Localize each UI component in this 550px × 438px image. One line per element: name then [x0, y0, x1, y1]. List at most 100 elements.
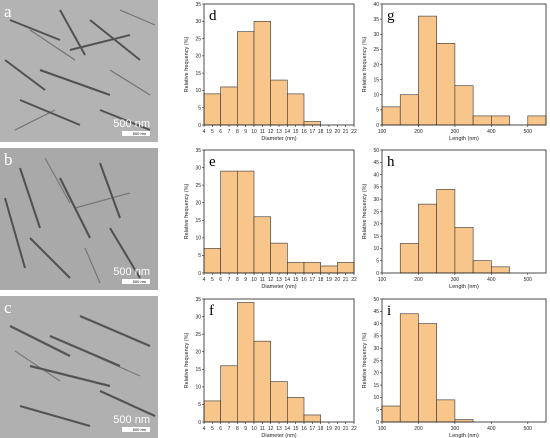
histogram-bar — [203, 93, 221, 126]
scale-bar-label-b: 500 nm — [113, 266, 150, 278]
y-tick-label: 50 — [373, 148, 379, 154]
y-tick-label: 50 — [373, 297, 379, 303]
x-tick-label: 300 — [451, 129, 460, 135]
y-axis-title: Relative frequency (%) — [362, 184, 368, 240]
histogram-bar — [237, 302, 255, 423]
x-tick-label: 500 — [524, 129, 533, 135]
y-tick-label: 20 — [195, 54, 201, 60]
chart-g: 100 200 300 400 500 0 5 10 15 20 25 30 35 40 Length (n… — [362, 2, 547, 142]
chart-letter-e: e — [209, 154, 216, 170]
y-tick-label: 0 — [376, 123, 379, 129]
scale-bar-label-a: 500 nm — [113, 118, 150, 130]
tem-letter-b: b — [4, 150, 13, 169]
x-tick-label: 9 — [244, 277, 247, 283]
histogram-bar — [287, 93, 305, 126]
x-tick-label: 18 — [318, 277, 324, 283]
histogram-bar — [381, 106, 401, 126]
x-tick-label: 12 — [268, 129, 274, 135]
x-tick-label: 17 — [310, 129, 316, 135]
histogram-bar — [399, 243, 419, 274]
y-tick-label: 20 — [373, 62, 379, 68]
x-tick-label: 13 — [276, 129, 282, 135]
chart-letter-i: i — [387, 303, 391, 319]
x-tick-label: 22 — [351, 426, 357, 432]
x-axis-title: Diameter (nm) — [261, 136, 296, 142]
y-tick-label: 20 — [195, 201, 201, 207]
histogram-bar — [303, 414, 321, 423]
x-tick-label: 13 — [276, 426, 282, 432]
y-tick-label: 10 — [373, 246, 379, 252]
histogram-bar — [237, 170, 255, 274]
x-tick-label: 8 — [236, 426, 239, 432]
x-tick-label: 11 — [260, 277, 265, 283]
y-tick-label: 30 — [195, 314, 201, 320]
x-tick-label: 21 — [343, 129, 349, 135]
x-tick-label: 10 — [251, 277, 257, 283]
x-tick-label: 17 — [310, 277, 316, 283]
chart-letter-f: f — [209, 303, 214, 319]
x-tick-label: 15 — [293, 426, 299, 432]
y-tick-label: 5 — [198, 402, 201, 408]
histogram-bar — [418, 203, 437, 274]
x-tick-label: 17 — [310, 426, 316, 432]
tem-letter-c: c — [4, 298, 12, 317]
y-tick-label: 30 — [373, 197, 379, 203]
chart-letter-g: g — [387, 8, 395, 24]
x-tick-label: 11 — [260, 129, 265, 135]
y-axis-title: Relative frequency (%) — [184, 37, 190, 93]
scale-bar-small-label-b: 500 nm — [132, 279, 146, 284]
x-tick-label: 12 — [268, 426, 274, 432]
y-tick-label: 35 — [195, 2, 201, 8]
y-tick-label: 0 — [376, 420, 379, 426]
x-tick-label: 300 — [451, 277, 460, 283]
y-tick-label: 30 — [373, 346, 379, 352]
histogram-bar — [287, 262, 305, 274]
x-tick-label: 19 — [326, 129, 332, 135]
y-tick-label: 40 — [373, 321, 379, 327]
x-axis-title: Length (nm) — [449, 284, 479, 290]
x-tick-label: 400 — [487, 277, 496, 283]
x-tick-label: 400 — [487, 129, 496, 135]
y-tick-label: 30 — [195, 19, 201, 25]
y-tick-label: 5 — [376, 259, 379, 265]
chart-letter-h: h — [387, 154, 395, 170]
x-tick-label: 8 — [236, 277, 239, 283]
histogram-bar — [220, 365, 238, 423]
histogram-bar — [253, 216, 271, 274]
y-axis-title: Relative frequency (%) — [362, 37, 368, 93]
histogram-bar — [436, 189, 456, 274]
x-tick-label: 21 — [343, 426, 349, 432]
x-tick-label: 5 — [211, 426, 214, 432]
histogram-bar — [220, 86, 238, 126]
x-tick-label: 14 — [285, 426, 291, 432]
x-tick-label: 200 — [414, 426, 423, 432]
chart-f: 4 5 6 7 8 9 10 11 12 13 14 15 16 17 18 19 20 21 2205101520… — [184, 297, 357, 438]
histogram-bar — [253, 340, 271, 423]
histogram-bar — [527, 115, 547, 126]
scale-bar-b — [122, 279, 150, 284]
x-tick-label: 5 — [211, 277, 214, 283]
x-tick-label: 14 — [285, 129, 291, 135]
x-tick-label: 19 — [326, 426, 332, 432]
y-tick-label: 10 — [373, 395, 379, 401]
x-tick-label: 400 — [487, 426, 496, 432]
histogram-bar — [220, 170, 238, 274]
histogram-bar — [491, 266, 510, 274]
histogram-bar — [418, 15, 437, 126]
y-tick-label: 15 — [373, 383, 379, 389]
x-tick-label: 500 — [524, 277, 533, 283]
histogram-bar — [381, 405, 401, 423]
x-tick-label: 4 — [203, 277, 206, 283]
y-tick-label: 5 — [198, 106, 201, 112]
histogram-bar — [303, 262, 321, 274]
histogram-bar — [270, 79, 288, 126]
x-tick-label: 12 — [268, 277, 274, 283]
x-tick-label: 20 — [335, 129, 341, 135]
x-tick-label: 10 — [251, 426, 257, 432]
y-tick-label: 0 — [198, 271, 201, 277]
histogram-bar — [436, 43, 456, 126]
y-tick-label: 25 — [195, 36, 201, 42]
x-axis-title: Length (nm) — [449, 433, 479, 438]
x-tick-label: 9 — [244, 426, 247, 432]
y-axis-title: Relative frequency (%) — [184, 333, 190, 389]
